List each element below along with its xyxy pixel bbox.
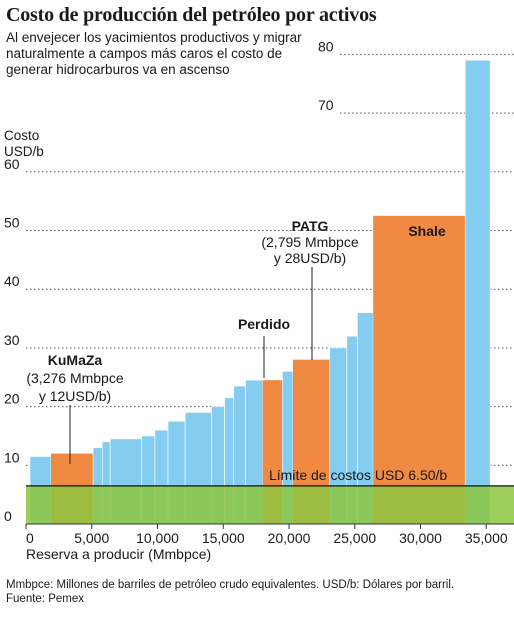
cost-curve-chart: 0 10 20 30 40 50 60 70 80 0 5,000 10,000 15,000 20,0… — [4, 38, 514, 562]
y-tick-labels: 0 10 20 30 40 50 60 70 80 — [4, 38, 334, 524]
annotation-label: Shale — [408, 223, 446, 239]
x-axis-label: Reserva a producir (Mmbpce) — [26, 546, 211, 562]
x-tick-label: 5,000 — [74, 530, 109, 546]
highlighted-asset-bar — [373, 215, 466, 524]
asset-bar — [464, 59, 491, 525]
cost-limit-band — [26, 485, 514, 525]
y-tick-label: 60 — [4, 156, 20, 172]
chart-title: Costo de producción del petróleo por act… — [6, 4, 377, 26]
footnote: Mmbpce: Millones de barriles de petróleo… — [6, 579, 455, 591]
y-tick-label: 50 — [4, 215, 20, 231]
cost-bars — [29, 59, 491, 525]
cost-limit-label: Límite de costos USD 6.50/b — [269, 467, 447, 483]
x-tick-label: 25,000 — [333, 530, 376, 546]
annotations: KuMaZa (3,276 Mmbpce y 12USD/b) Perdido PATG… — [26, 218, 446, 464]
x-tick-label: 15,000 — [202, 530, 245, 546]
annotation-label: KuMaZa (3,276 Mmbpce y 12USD/b) — [26, 352, 123, 404]
y-tick-label: 20 — [4, 391, 20, 407]
x-tick-label: 30,000 — [399, 530, 442, 546]
x-tick-label: 20,000 — [268, 530, 311, 546]
x-tick-label: 35,000 — [465, 530, 508, 546]
y-tick-label: 80 — [318, 38, 334, 54]
y-tick-label: 70 — [318, 97, 334, 113]
x-tick-label: 0 — [26, 530, 34, 546]
source-note: Fuente: Pemex — [6, 593, 84, 605]
x-tick-labels: 0 5,000 10,000 15,000 20,000 25,000 30,000 35,0… — [25, 524, 508, 546]
annotation-label: PATG (2,795 Mmbpce y 28USD/b) — [261, 218, 358, 266]
y-tick-label: 40 — [4, 273, 20, 289]
x-tick-label: 10,000 — [136, 530, 179, 546]
chart-subtitle: Al envejecer los yacimientos productivos… — [6, 30, 302, 77]
y-tick-label: 30 — [4, 332, 20, 348]
annotation-label: Perdido — [238, 316, 290, 332]
y-tick-label: 0 — [4, 508, 12, 524]
y-tick-label: 10 — [4, 449, 20, 465]
cost-limit-fill — [26, 485, 514, 524]
y-axis-label: Costo USD/b — [4, 128, 44, 159]
